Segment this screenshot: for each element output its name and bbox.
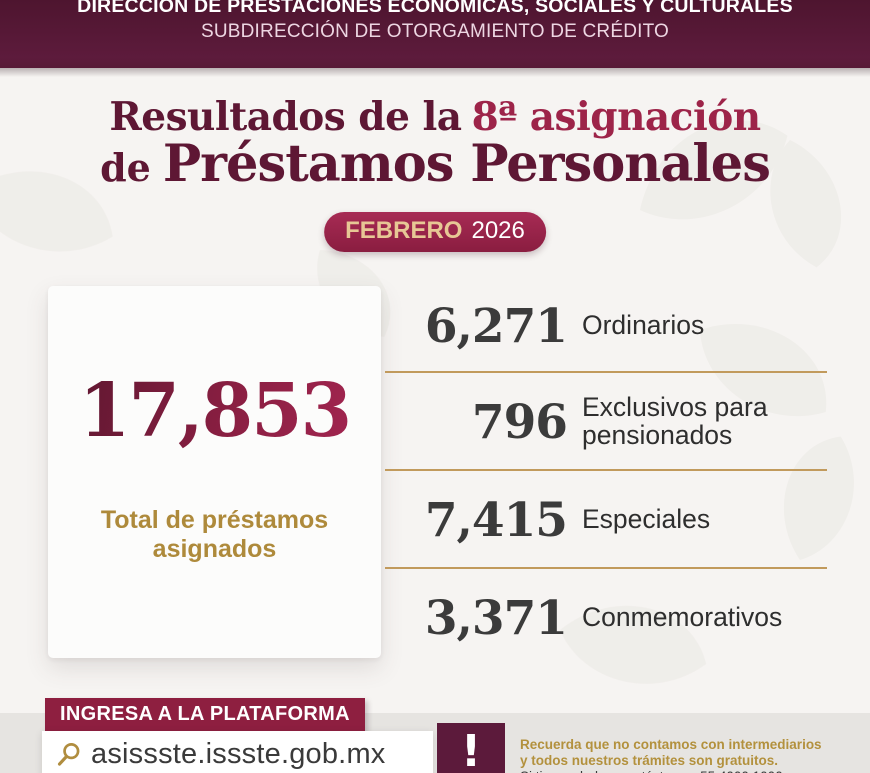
platform-url[interactable]: asissste.issste.gob.mx [91,737,386,770]
department-banner: DIRECCIÓN DE PRESTACIONES ECONÓMICAS, SO… [0,0,870,68]
list-item-pensionados: 796 Exclusivos para pensionados [385,390,827,454]
banner-shadow [0,68,870,77]
page-title-line1: Resultados de la 8ª asignación [0,94,870,140]
exclamation-icon: ! [460,726,482,773]
total-card: 17,853 Total de préstamos asignados [48,286,381,658]
item-label-line2: pensionados [582,420,733,450]
notice-text: Recuerda que no contamos con intermediar… [520,737,822,773]
period-badge: FEBRERO 2026 [324,212,546,252]
title-assignment-number: 8ª asignación [471,94,762,140]
notice-line2: y todos nuestros trámites son gratuitos. [520,753,779,768]
divider [385,371,827,373]
search-icon [55,741,82,768]
item-label: Ordinarios [582,310,705,341]
period-month: FEBRERO [345,217,463,244]
divider [385,567,827,569]
banner-direction-title: DIRECCIÓN DE PRESTACIONES ECONÓMICAS, SO… [77,0,793,17]
total-value: 17,853 [48,368,381,454]
item-value: 796 [471,394,568,450]
notice-line1: Recuerda que no contamos con intermediar… [520,737,822,752]
total-label-line1: Total de préstamos [100,506,329,534]
item-value: 7,415 [424,492,568,548]
title-de: de [100,145,151,190]
list-item-ordinarios: 6,271 Ordinarios [385,294,827,358]
notice-line3: Si tienes dudas, contáctanos: 55 4000 10… [520,769,822,773]
item-label-line1: Exclusivos para [582,392,768,423]
list-item-conmemorativos: 3,371 Conmemorativos [385,586,827,650]
item-label: Especiales [582,504,711,535]
total-label: Total de préstamos asignados [48,506,381,564]
divider [385,469,827,471]
platform-callout-label: INGRESA A LA PLATAFORMA [45,698,365,732]
list-item-especiales: 7,415 Especiales [385,488,827,552]
loan-breakdown-list: 6,271 Ordinarios 796 Exclusivos para pen… [385,286,827,658]
banner-subdirection-title: SUBDIRECCIÓN DE OTORGAMIENTO DE CRÉDITO [200,21,670,42]
alert-badge: ! [437,723,505,773]
platform-url-bar[interactable]: asissste.issste.gob.mx [42,731,433,773]
title-prefix: Resultados de la [109,94,462,140]
period-year: 2026 [471,217,525,244]
item-label: Conmemorativos [582,602,783,633]
item-label: Exclusivos para pensionados [582,392,768,450]
item-value: 6,271 [424,298,568,354]
page-title-line2: de Préstamos Personales [0,134,870,194]
title-main: Préstamos Personales [162,134,771,194]
item-value: 3,371 [424,590,568,646]
total-label-line2: asignados [152,535,277,563]
